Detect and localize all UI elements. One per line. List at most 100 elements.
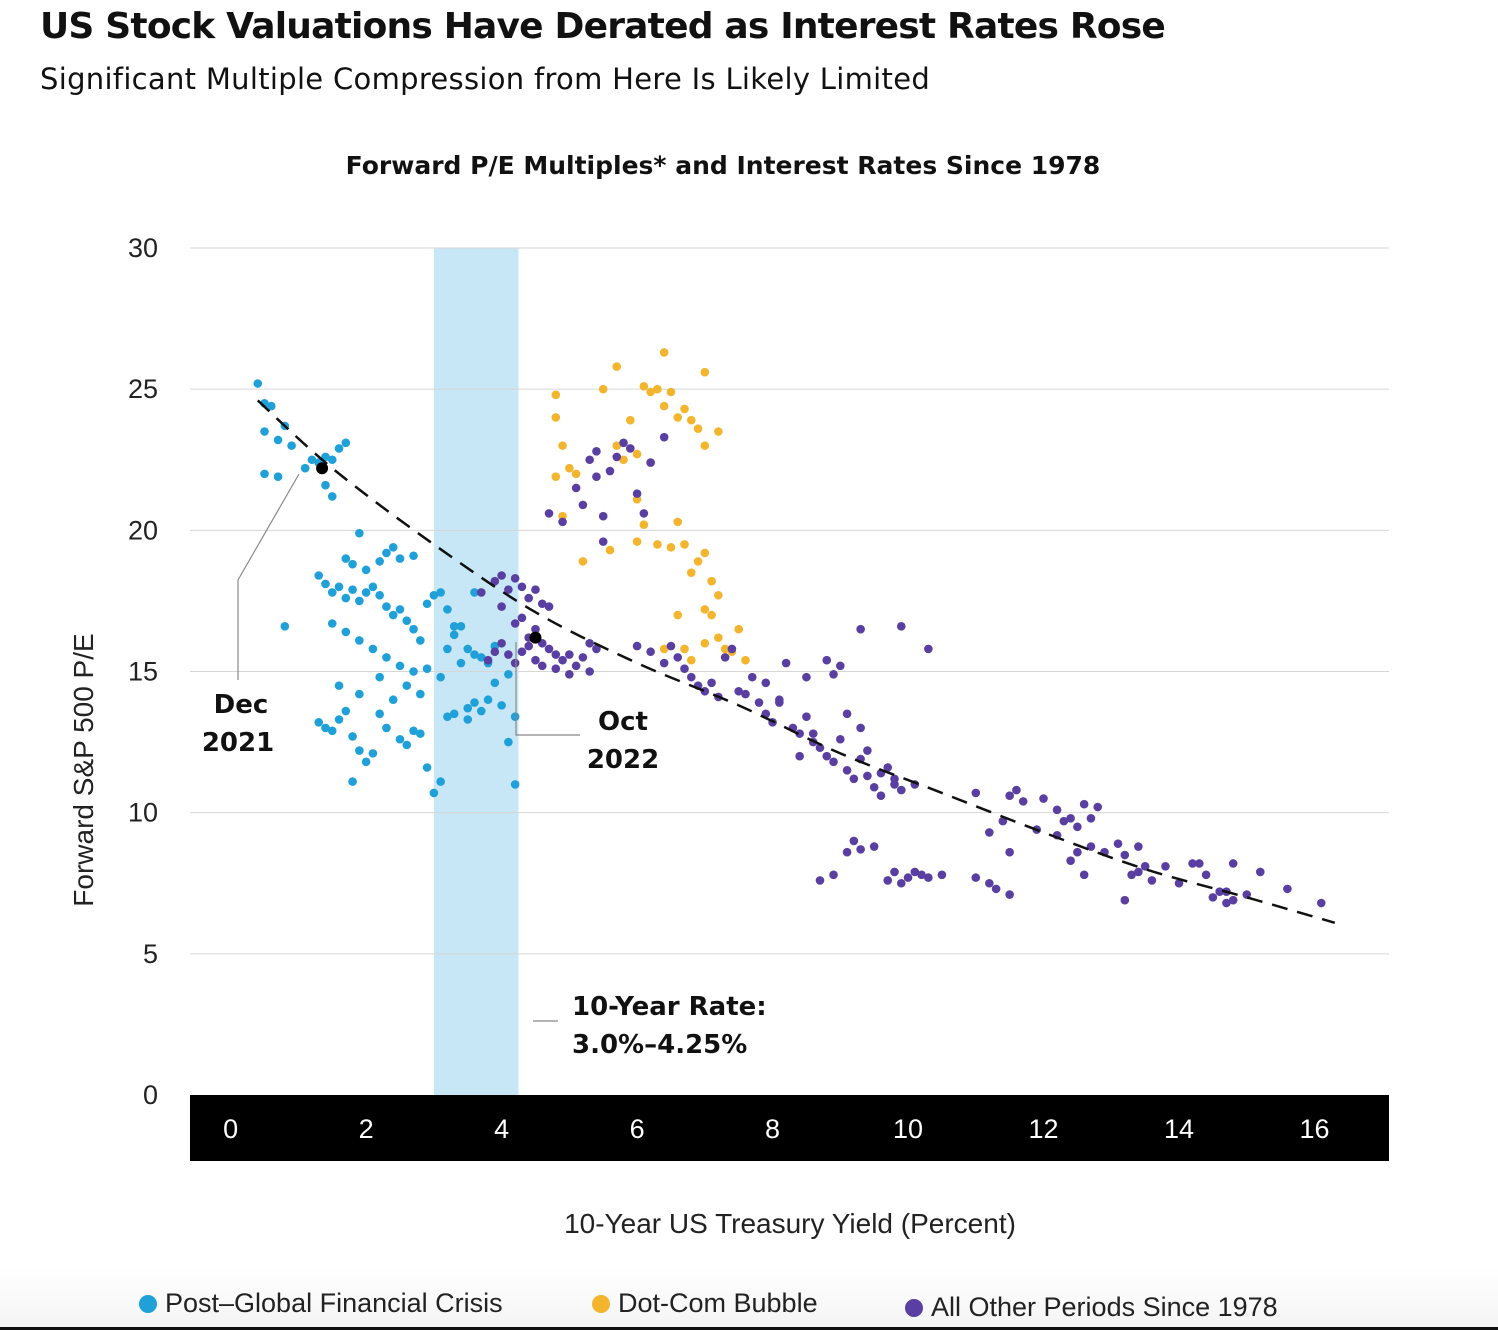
- data-point: [571, 469, 581, 479]
- data-point: [368, 749, 378, 758]
- data-point: [1079, 799, 1089, 809]
- x-axis-ticks: 0 2 4 6 8 10 12 14 16: [223, 1114, 1329, 1144]
- data-point: [775, 695, 784, 705]
- data-point: [395, 661, 405, 671]
- data-point: [571, 483, 581, 493]
- data-point: [483, 655, 493, 665]
- data-point: [1228, 895, 1238, 905]
- data-point: [327, 619, 337, 628]
- data-point: [822, 751, 832, 761]
- data-point: [327, 726, 337, 736]
- data-point: [612, 441, 622, 450]
- data-point: [741, 655, 750, 665]
- data-point: [402, 616, 412, 625]
- data-point: [1086, 814, 1096, 823]
- data-point: [422, 599, 432, 609]
- data-point: [680, 644, 689, 654]
- legend-dot-post-gfc: [139, 1294, 157, 1313]
- legend-label-other-periods: All Other Periods Since 1978: [931, 1292, 1278, 1322]
- data-point: [504, 737, 513, 747]
- y-tick-label: 15: [128, 657, 158, 687]
- data-point: [1039, 794, 1048, 803]
- data-point: [551, 390, 561, 400]
- data-point: [565, 670, 574, 679]
- data-point: [321, 579, 330, 589]
- data-point: [355, 636, 364, 645]
- data-point: [666, 387, 676, 397]
- data-point: [273, 435, 283, 445]
- data-point: [714, 633, 723, 642]
- data-point: [476, 653, 486, 662]
- data-point: [375, 709, 384, 719]
- data-point: [1201, 870, 1211, 880]
- data-point: [416, 689, 425, 699]
- data-point: [659, 644, 669, 654]
- data-point: [443, 712, 452, 721]
- data-point: [896, 622, 906, 631]
- data-point: [422, 664, 432, 673]
- data-point: [456, 622, 466, 631]
- data-point: [476, 706, 486, 716]
- data-point: [517, 613, 527, 623]
- data-point: [416, 729, 425, 738]
- page-subtitle: Significant Multiple Compression from He…: [40, 62, 931, 96]
- y-tick-label: 0: [143, 1080, 158, 1110]
- data-point: [300, 463, 310, 473]
- data-point: [890, 867, 899, 877]
- data-point: [314, 718, 324, 727]
- legend-item-dotcom: Dot-Com Bubble: [592, 1288, 818, 1319]
- footer-band: [0, 1268, 1498, 1330]
- x-axis-label: 10-Year US Treasury Yield (Percent): [564, 1208, 1016, 1239]
- data-point: [612, 452, 622, 462]
- data-point: [910, 867, 920, 877]
- legend-item-post-gfc: Post–Global Financial Crisis: [139, 1288, 503, 1319]
- data-point: [714, 427, 723, 436]
- data-point: [693, 424, 703, 433]
- y-tick-label: 5: [143, 939, 158, 969]
- data-point: [531, 585, 540, 594]
- data-point: [1052, 805, 1062, 815]
- data-point: [700, 605, 710, 614]
- gridlines: [190, 247, 1389, 955]
- data-point: [707, 610, 716, 620]
- data-point: [985, 878, 994, 888]
- data-point: [869, 782, 879, 792]
- data-point: [673, 517, 683, 527]
- data-point: [842, 709, 852, 719]
- data-point: [896, 785, 906, 795]
- legend-label-dotcom: Dot-Com Bubble: [618, 1288, 818, 1318]
- x-tick-label: 8: [765, 1114, 780, 1144]
- data-point: [1086, 842, 1096, 851]
- data-point: [537, 661, 547, 671]
- data-point: [1012, 785, 1021, 795]
- data-point: [592, 472, 601, 481]
- data-point: [1208, 893, 1218, 902]
- data-point: [781, 658, 791, 668]
- data-point: [449, 622, 459, 631]
- data-point: [314, 571, 324, 580]
- data-point: [1120, 850, 1130, 860]
- data-point: [1005, 847, 1014, 857]
- data-point: [598, 537, 608, 546]
- data-point: [524, 593, 534, 603]
- data-point: [497, 701, 506, 710]
- data-point: [422, 763, 432, 772]
- data-point: [700, 548, 710, 558]
- data-point: [653, 384, 662, 394]
- data-point: [876, 791, 886, 801]
- legend-label-post-gfc: Post–Global Financial Crisis: [165, 1288, 503, 1318]
- data-point: [598, 511, 608, 521]
- x-tick-label: 14: [1164, 1114, 1194, 1144]
- data-point: [531, 624, 540, 634]
- data-point: [524, 641, 534, 651]
- data-point: [1147, 876, 1157, 885]
- data-point: [497, 571, 506, 580]
- legend-item-other-periods: All Other Periods Since 1978: [905, 1292, 1278, 1323]
- data-point: [714, 590, 723, 600]
- legend-dot-other-periods: [905, 1298, 923, 1317]
- data-point: [443, 605, 452, 614]
- data-point: [842, 847, 852, 857]
- data-point: [605, 466, 615, 476]
- data-point: [896, 878, 906, 888]
- data-point: [1188, 859, 1197, 868]
